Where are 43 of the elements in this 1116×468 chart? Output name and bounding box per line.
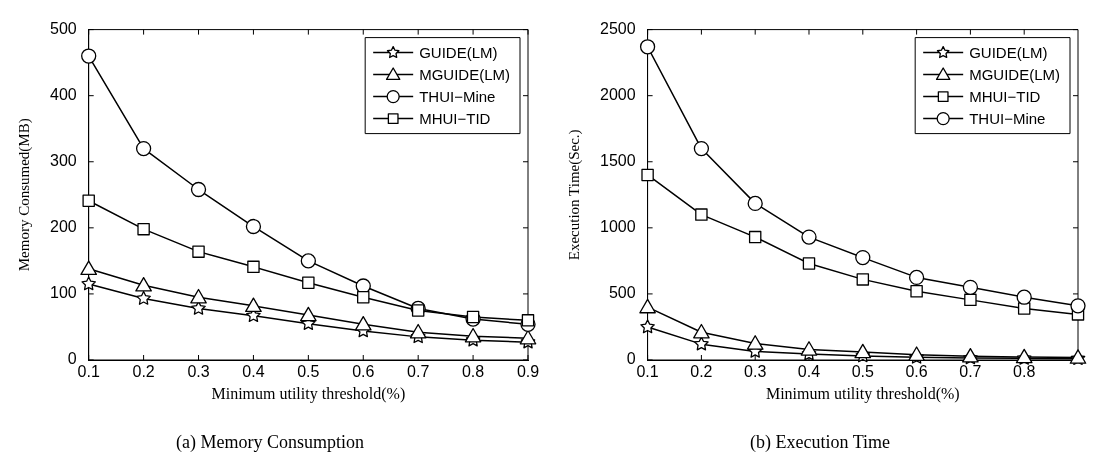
y-tick-label: 500 xyxy=(49,20,77,38)
legend-label: MGUIDE(LM) xyxy=(419,65,510,83)
x-tick-label: 0.4 xyxy=(242,363,265,381)
text: (a) Memory Consumption xyxy=(176,431,364,453)
y-tick-label: 300 xyxy=(49,152,77,170)
x-tick-label: 0.5 xyxy=(297,363,320,381)
y-tick-label: 2500 xyxy=(600,20,636,38)
legend-label: GUIDE(LM) xyxy=(969,43,1048,61)
x-tick-label: 0.3 xyxy=(187,363,210,381)
x-tick-label: 0.9 xyxy=(516,363,540,381)
y-tick-label: 500 xyxy=(608,284,636,302)
x-tick-label: 0.7 xyxy=(959,363,982,381)
x-tick-label: 0.1 xyxy=(636,363,659,381)
y-tick-label: 1000 xyxy=(600,218,636,236)
legend-label: THUI−Mine xyxy=(969,109,1046,127)
x-axis-title: Minimum utility threshold(%) xyxy=(211,385,406,403)
x-axis-title: Minimum utility threshold(%) xyxy=(765,385,960,403)
legend-label: MHUI−TID xyxy=(969,87,1041,105)
x-tick-label: 0.8 xyxy=(1013,363,1036,381)
x-tick-label: 0.6 xyxy=(905,363,928,381)
x-tick-label: 0.3 xyxy=(744,363,767,381)
x-tick-label: 0.1 xyxy=(77,363,100,381)
x-tick-label: 0.4 xyxy=(797,363,821,381)
x-tick-label: 0.7 xyxy=(407,363,430,381)
x-tick-label: 0.2 xyxy=(132,363,155,381)
y-axis-title: Memory Consumed(MB) xyxy=(15,118,33,272)
legend-label: MHUI−TID xyxy=(419,109,491,127)
y-tick-label: 200 xyxy=(49,218,77,236)
x-tick-label: 0.6 xyxy=(352,363,375,381)
legend-label: THUI−Mine xyxy=(419,87,496,105)
y-tick-label: 400 xyxy=(49,86,77,104)
y-tick-label: 1500 xyxy=(600,152,636,170)
y-tick-label: 0 xyxy=(67,350,77,368)
y-tick-label: 0 xyxy=(626,350,636,368)
x-tick-label: 0.8 xyxy=(461,363,485,381)
y-tick-label: 100 xyxy=(49,284,77,302)
legend-label: GUIDE(LM) xyxy=(419,43,498,61)
x-tick-label: 0.5 xyxy=(851,363,875,381)
x-tick-label: 0.2 xyxy=(690,363,713,381)
legend-label: MGUIDE(LM) xyxy=(969,65,1060,83)
text: (b) Execution Time xyxy=(750,431,890,453)
y-axis-title: Execution Time(Sec.) xyxy=(565,129,583,261)
y-tick-label: 2000 xyxy=(600,86,636,104)
